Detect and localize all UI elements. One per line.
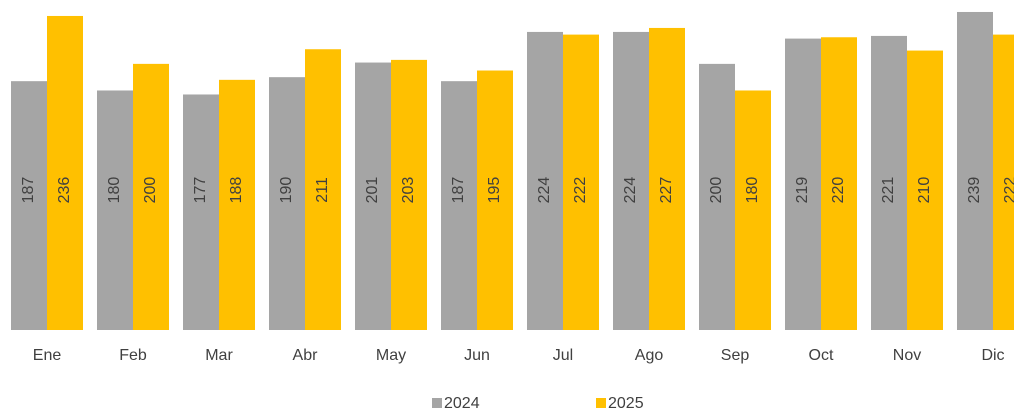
- data-label: 211: [314, 177, 331, 203]
- bar: [219, 79, 255, 330]
- bar: [563, 34, 599, 331]
- data-label: 188: [228, 177, 245, 204]
- x-tick-label: Feb: [119, 347, 147, 364]
- x-tick-label: Dic: [981, 347, 1004, 364]
- data-label: 220: [830, 177, 847, 204]
- bar: [133, 63, 169, 330]
- x-tick-label: Ago: [635, 347, 664, 364]
- bar: [785, 38, 821, 330]
- data-label: 200: [142, 177, 159, 204]
- data-label: 203: [400, 177, 417, 204]
- bar: [441, 81, 477, 330]
- bar: [957, 11, 993, 331]
- data-label: 222: [1002, 177, 1014, 204]
- data-label: 187: [450, 177, 467, 204]
- x-tick-label: Jun: [464, 347, 490, 364]
- bar: [391, 59, 427, 331]
- x-tick-label: Nov: [893, 347, 921, 364]
- data-label: 224: [622, 177, 639, 204]
- x-tick-label: Oct: [809, 347, 834, 364]
- bar: [183, 94, 219, 331]
- data-label: 190: [278, 177, 295, 204]
- data-label: 177: [192, 177, 209, 204]
- bar: [871, 35, 907, 330]
- bar: [305, 49, 341, 330]
- bar: [993, 34, 1014, 331]
- legend-label: 2024: [444, 395, 480, 410]
- x-tick-label: May: [376, 347, 406, 364]
- bar: [47, 15, 83, 330]
- x-tick-label: Mar: [205, 347, 233, 364]
- data-label: 201: [364, 177, 381, 204]
- bar: [699, 63, 735, 330]
- bar: [355, 62, 391, 331]
- bar: [735, 90, 771, 330]
- legend-label: 2025: [608, 395, 644, 410]
- data-label: 187: [20, 177, 37, 204]
- bar: [477, 70, 513, 330]
- data-label: 195: [486, 177, 503, 204]
- bar: [907, 50, 943, 331]
- data-label: 227: [658, 177, 675, 204]
- data-label: 200: [708, 177, 725, 204]
- bar: [821, 37, 857, 331]
- data-label: 221: [880, 177, 897, 204]
- x-tick-label: Ene: [33, 347, 62, 364]
- x-tick-label: Jul: [553, 347, 573, 364]
- x-tick-label: Abr: [293, 347, 319, 364]
- data-label: 180: [744, 177, 761, 204]
- legend-swatch: [596, 398, 606, 408]
- bar: [11, 81, 47, 330]
- data-label: 180: [106, 177, 123, 204]
- data-label: 239: [966, 177, 983, 204]
- bar: [613, 31, 649, 330]
- data-label: 219: [794, 177, 811, 204]
- data-label: 224: [536, 177, 553, 204]
- x-tick-label: Sep: [721, 347, 750, 364]
- legend-swatch: [432, 398, 442, 408]
- bar: [97, 90, 133, 330]
- data-label: 236: [56, 177, 73, 204]
- data-label: 210: [916, 177, 933, 204]
- bar: [649, 27, 685, 331]
- bar: [527, 31, 563, 330]
- bar: [269, 77, 305, 330]
- data-label: 222: [572, 177, 589, 204]
